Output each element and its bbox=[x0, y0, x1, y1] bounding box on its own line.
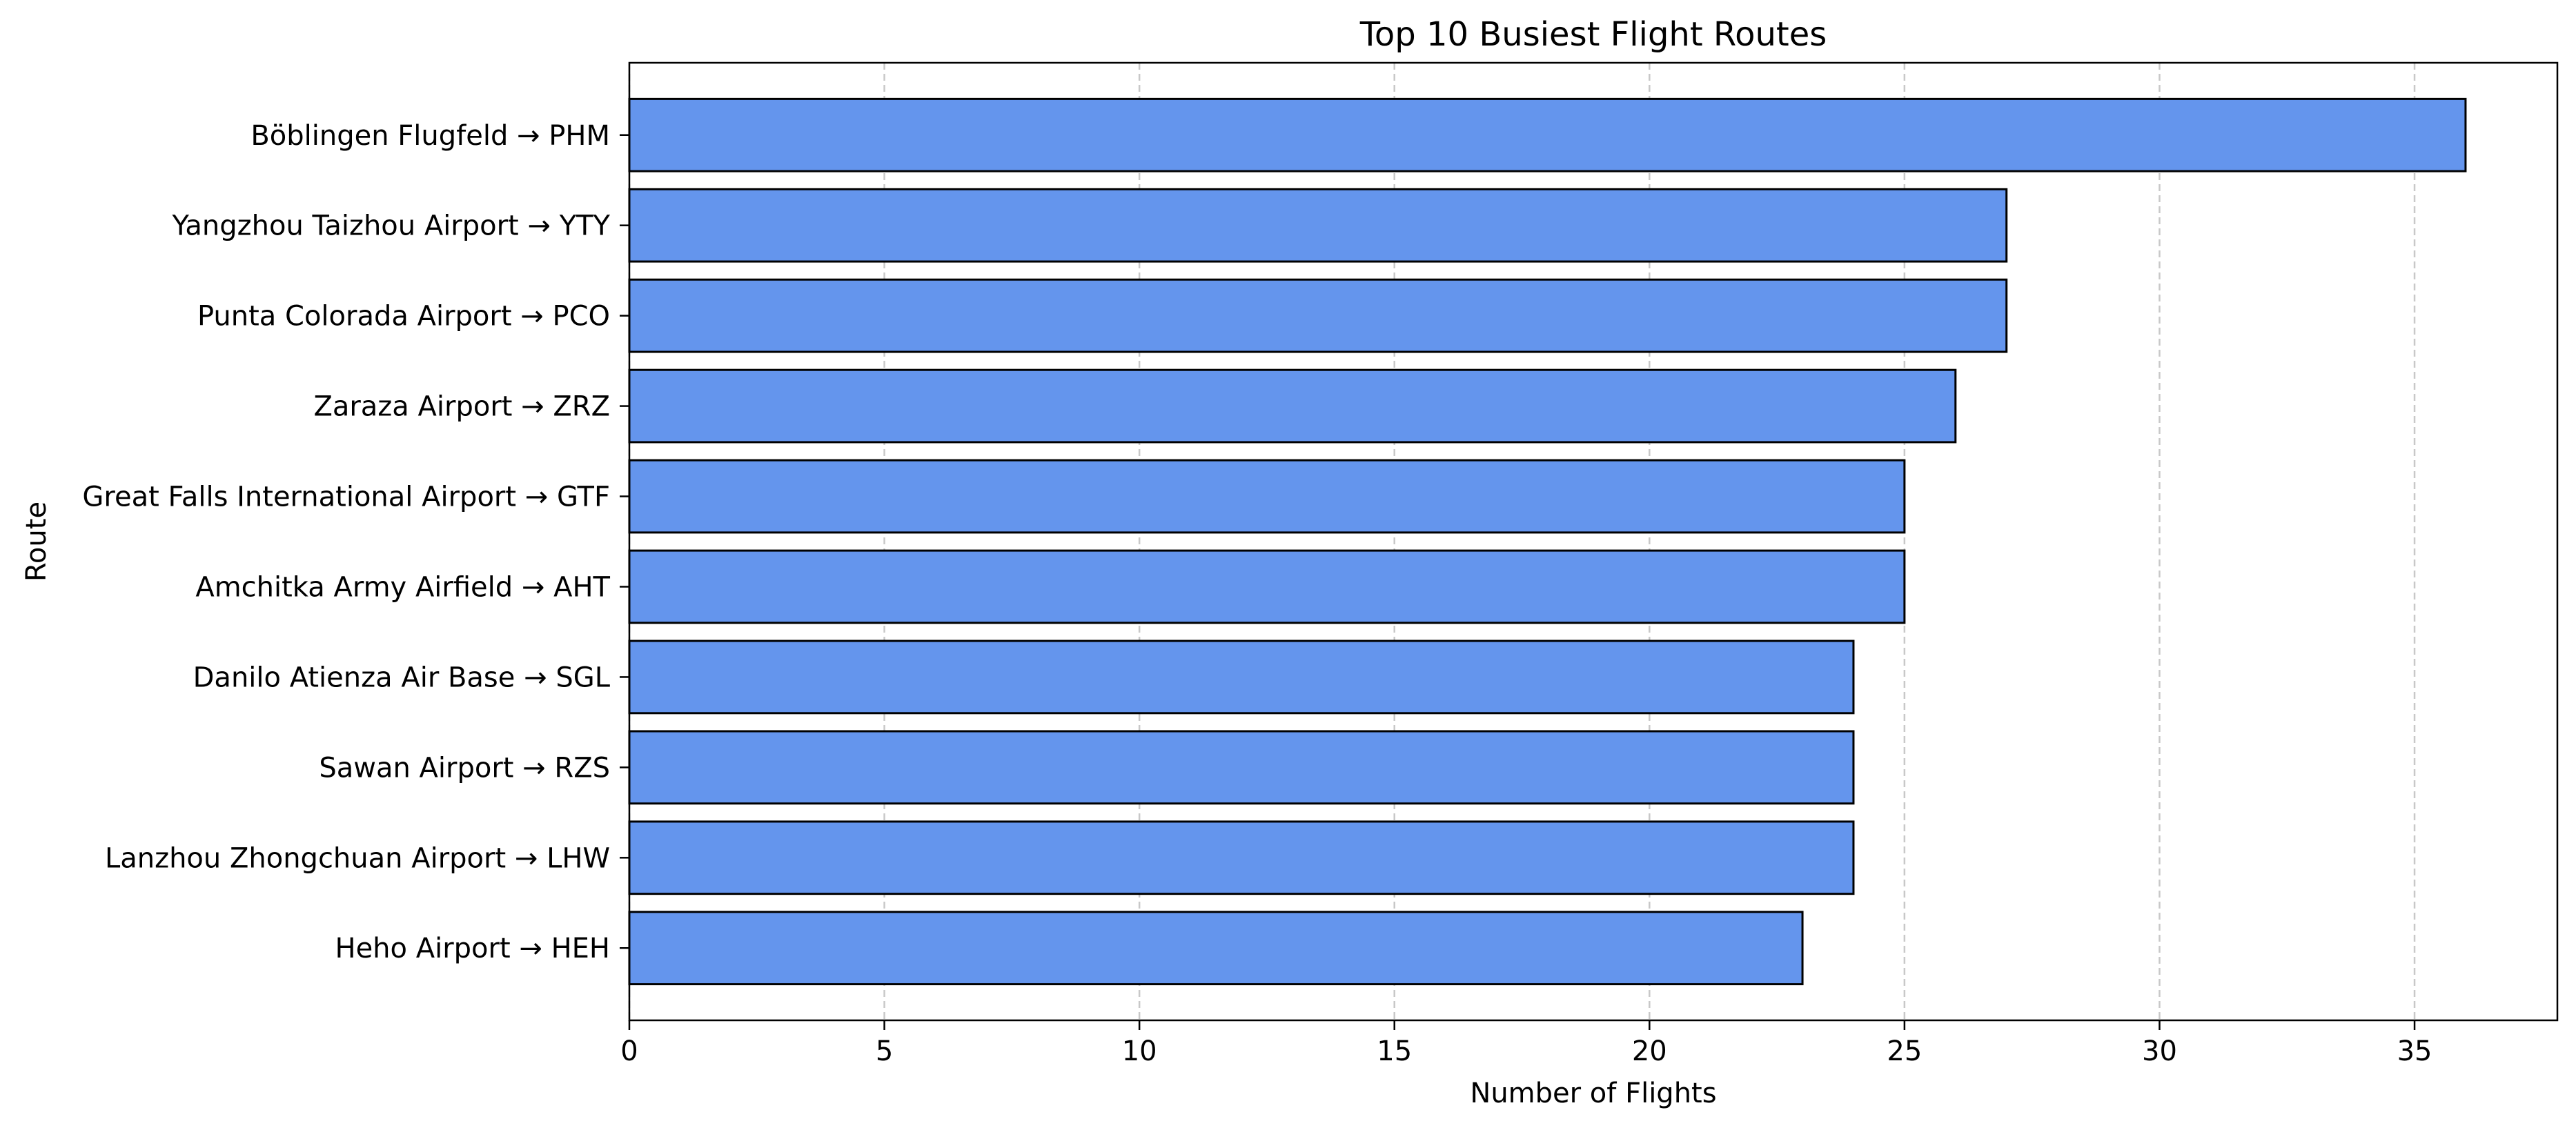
y-tick-label: Amchitka Army Airfield → AHT bbox=[195, 571, 610, 603]
y-axis-label: Route bbox=[21, 502, 52, 582]
y-tick-label: Great Falls International Airport → GTF bbox=[82, 482, 610, 513]
x-tick-label: 15 bbox=[1377, 1035, 1412, 1067]
y-tick-label: Sawan Airport → RZS bbox=[319, 752, 610, 784]
bar bbox=[628, 459, 1906, 534]
y-tick-label: Zaraza Airport → ZRZ bbox=[313, 391, 610, 423]
y-tick-label: Lanzhou Zhongchuan Airport → LHW bbox=[105, 842, 610, 874]
x-tick-label: 20 bbox=[1632, 1035, 1667, 1067]
y-tick-label: Yangzhou Taizhou Airport → YTY bbox=[171, 210, 610, 242]
chart-title: Top 10 Busiest Flight Routes bbox=[1359, 15, 1827, 54]
bar bbox=[628, 820, 1855, 895]
bar bbox=[628, 640, 1855, 715]
x-tick-label: 25 bbox=[1887, 1035, 1922, 1067]
axes-frame bbox=[628, 61, 2559, 1022]
y-tick-label: Heho Airport → HEH bbox=[335, 933, 610, 964]
x-tick-label: 30 bbox=[2142, 1035, 2177, 1067]
x-axis-label: Number of Flights bbox=[1470, 1078, 1716, 1109]
bar bbox=[628, 911, 1804, 986]
y-tick-label: Böblingen Flugfeld → PHM bbox=[250, 120, 610, 152]
bar bbox=[628, 730, 1855, 805]
x-tick-label: 0 bbox=[620, 1035, 638, 1067]
bar bbox=[628, 368, 1957, 444]
bar bbox=[628, 549, 1906, 624]
bars bbox=[628, 97, 2467, 986]
y-tick-label: Punta Colorada Airport → PCO bbox=[197, 301, 610, 333]
x-tick-label: 5 bbox=[876, 1035, 893, 1067]
bar bbox=[628, 97, 2467, 172]
x-axis-ticks: 0 5 10 15 20 25 30 35 bbox=[620, 1020, 2432, 1067]
y-axis-ticks: Böblingen Flugfeld → PHM Yangzhou Taizhou… bbox=[82, 120, 629, 964]
x-tick-label: 10 bbox=[1122, 1035, 1157, 1067]
bar bbox=[628, 188, 2008, 263]
x-tick-label: 35 bbox=[2397, 1035, 2432, 1067]
y-tick-label: Danilo Atienza Air Base → SGL bbox=[193, 662, 611, 693]
bar bbox=[628, 278, 2008, 353]
